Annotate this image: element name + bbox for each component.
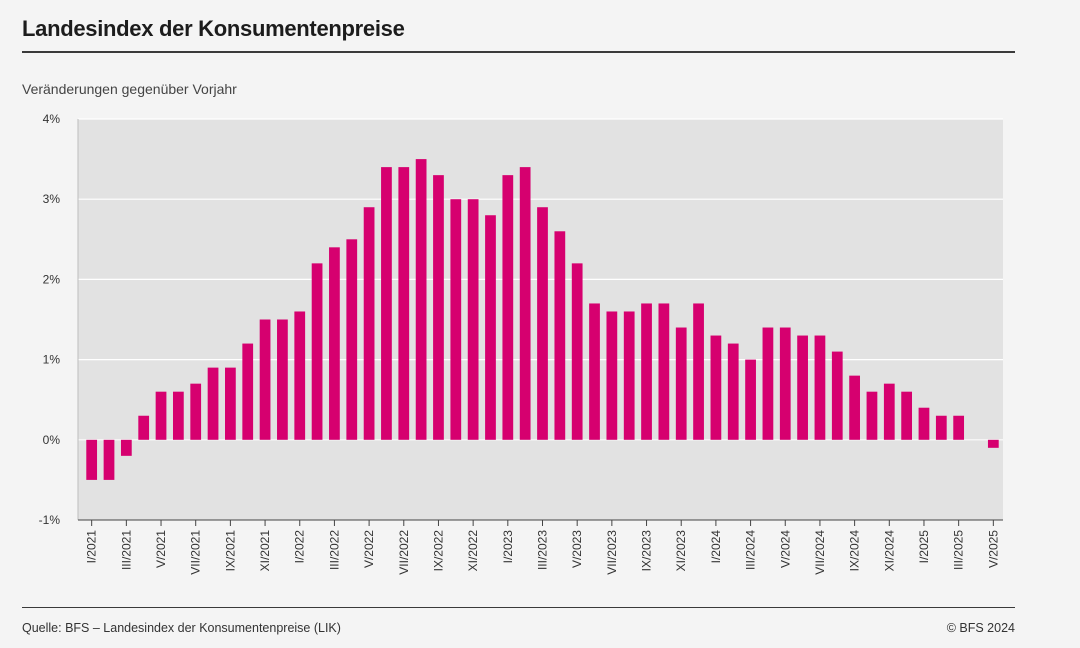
bar bbox=[346, 239, 358, 440]
x-tick-label: XI/2024 bbox=[882, 530, 896, 572]
bar bbox=[398, 167, 410, 440]
bar bbox=[155, 391, 167, 440]
bar bbox=[450, 199, 462, 440]
bar bbox=[658, 303, 670, 440]
x-tick-label: III/2025 bbox=[952, 530, 966, 570]
chart-subtitle: Veränderungen gegenüber Vorjahr bbox=[22, 81, 237, 97]
x-tick-label: I/2024 bbox=[709, 530, 723, 564]
bar bbox=[814, 335, 826, 440]
x-tick-label: III/2024 bbox=[744, 530, 758, 570]
bar bbox=[242, 343, 254, 440]
bar bbox=[693, 303, 704, 440]
x-tick-label: XI/2021 bbox=[258, 530, 272, 572]
bar bbox=[138, 415, 150, 440]
bar bbox=[537, 207, 548, 440]
source-note: Quelle: BFS – Landesindex der Konsumente… bbox=[22, 621, 341, 635]
bar bbox=[433, 175, 444, 440]
bar bbox=[866, 391, 878, 440]
bar bbox=[502, 175, 514, 440]
bar bbox=[207, 367, 219, 440]
bar bbox=[485, 215, 496, 440]
x-tick-label: I/2023 bbox=[501, 530, 515, 564]
bar bbox=[589, 303, 600, 440]
x-tick-label: V/2023 bbox=[570, 530, 584, 568]
x-tick-label: III/2021 bbox=[119, 530, 133, 570]
bar bbox=[120, 439, 132, 456]
y-tick-label: 2% bbox=[43, 272, 61, 286]
x-tick-label: III/2022 bbox=[327, 530, 341, 570]
bar bbox=[381, 167, 392, 440]
x-tick-label: V/2022 bbox=[362, 530, 376, 568]
bar bbox=[901, 391, 913, 440]
bar bbox=[762, 327, 774, 440]
bar bbox=[987, 439, 999, 448]
bar bbox=[797, 335, 808, 440]
bar bbox=[623, 311, 635, 440]
bar bbox=[554, 231, 566, 440]
x-tick-label: IX/2023 bbox=[640, 530, 654, 572]
bar-chart: -1% 0% 1% 2% 3% 4% I/2021 III/2021 V/2021 VII/202… bbox=[39, 112, 1003, 575]
footer-divider bbox=[22, 607, 1015, 608]
bar bbox=[935, 415, 947, 440]
y-tick-label: 0% bbox=[43, 433, 61, 447]
bar bbox=[329, 247, 340, 440]
chart-title: Landesindex der Konsumentenpreise bbox=[22, 16, 405, 41]
bar bbox=[831, 351, 843, 440]
x-tick-label: VII/2023 bbox=[605, 530, 619, 575]
bar bbox=[259, 319, 271, 440]
bar bbox=[571, 263, 583, 440]
y-tick-label: 3% bbox=[43, 192, 61, 206]
x-tick-label: IX/2021 bbox=[223, 530, 237, 572]
y-tick-label: -1% bbox=[39, 513, 61, 527]
y-tick-label: 4% bbox=[43, 112, 61, 126]
y-tick-label: 1% bbox=[43, 353, 61, 367]
x-tick-label: IX/2024 bbox=[848, 530, 862, 572]
bar bbox=[779, 327, 791, 440]
bar bbox=[953, 415, 965, 440]
x-tick-label: V/2025 bbox=[986, 530, 1000, 568]
bar bbox=[86, 439, 98, 480]
x-tick-label: XI/2022 bbox=[466, 530, 480, 572]
bar bbox=[103, 439, 115, 480]
bar bbox=[294, 311, 306, 440]
bar bbox=[277, 319, 288, 440]
x-tick-label: I/2025 bbox=[917, 530, 931, 564]
bar bbox=[606, 311, 618, 440]
x-tick-label: I/2021 bbox=[85, 530, 99, 564]
title-divider bbox=[22, 51, 1015, 53]
x-tick-label: I/2022 bbox=[293, 530, 307, 564]
bar bbox=[467, 199, 479, 440]
x-tick-label: VII/2022 bbox=[397, 530, 411, 575]
bar bbox=[918, 407, 930, 440]
x-tick-label: III/2023 bbox=[536, 530, 550, 570]
bar bbox=[519, 167, 531, 440]
bar bbox=[190, 383, 202, 440]
bar bbox=[311, 263, 323, 440]
bar bbox=[225, 367, 236, 440]
x-tick-label: V/2024 bbox=[778, 530, 792, 568]
bar bbox=[172, 391, 184, 440]
x-tick-label: XI/2023 bbox=[674, 530, 688, 572]
bar bbox=[883, 383, 895, 440]
bar bbox=[727, 343, 739, 440]
bar bbox=[675, 327, 687, 440]
bar bbox=[415, 159, 427, 440]
x-tick-label: IX/2022 bbox=[431, 530, 445, 572]
bar bbox=[363, 207, 375, 440]
x-tick-label: V/2021 bbox=[154, 530, 168, 568]
bar bbox=[745, 359, 756, 440]
copyright-note: © BFS 2024 bbox=[946, 621, 1015, 635]
x-tick-label: VII/2024 bbox=[813, 530, 827, 575]
bar bbox=[641, 303, 652, 440]
bar bbox=[849, 375, 860, 440]
bar bbox=[710, 335, 722, 440]
x-tick-label: VII/2021 bbox=[189, 530, 203, 575]
